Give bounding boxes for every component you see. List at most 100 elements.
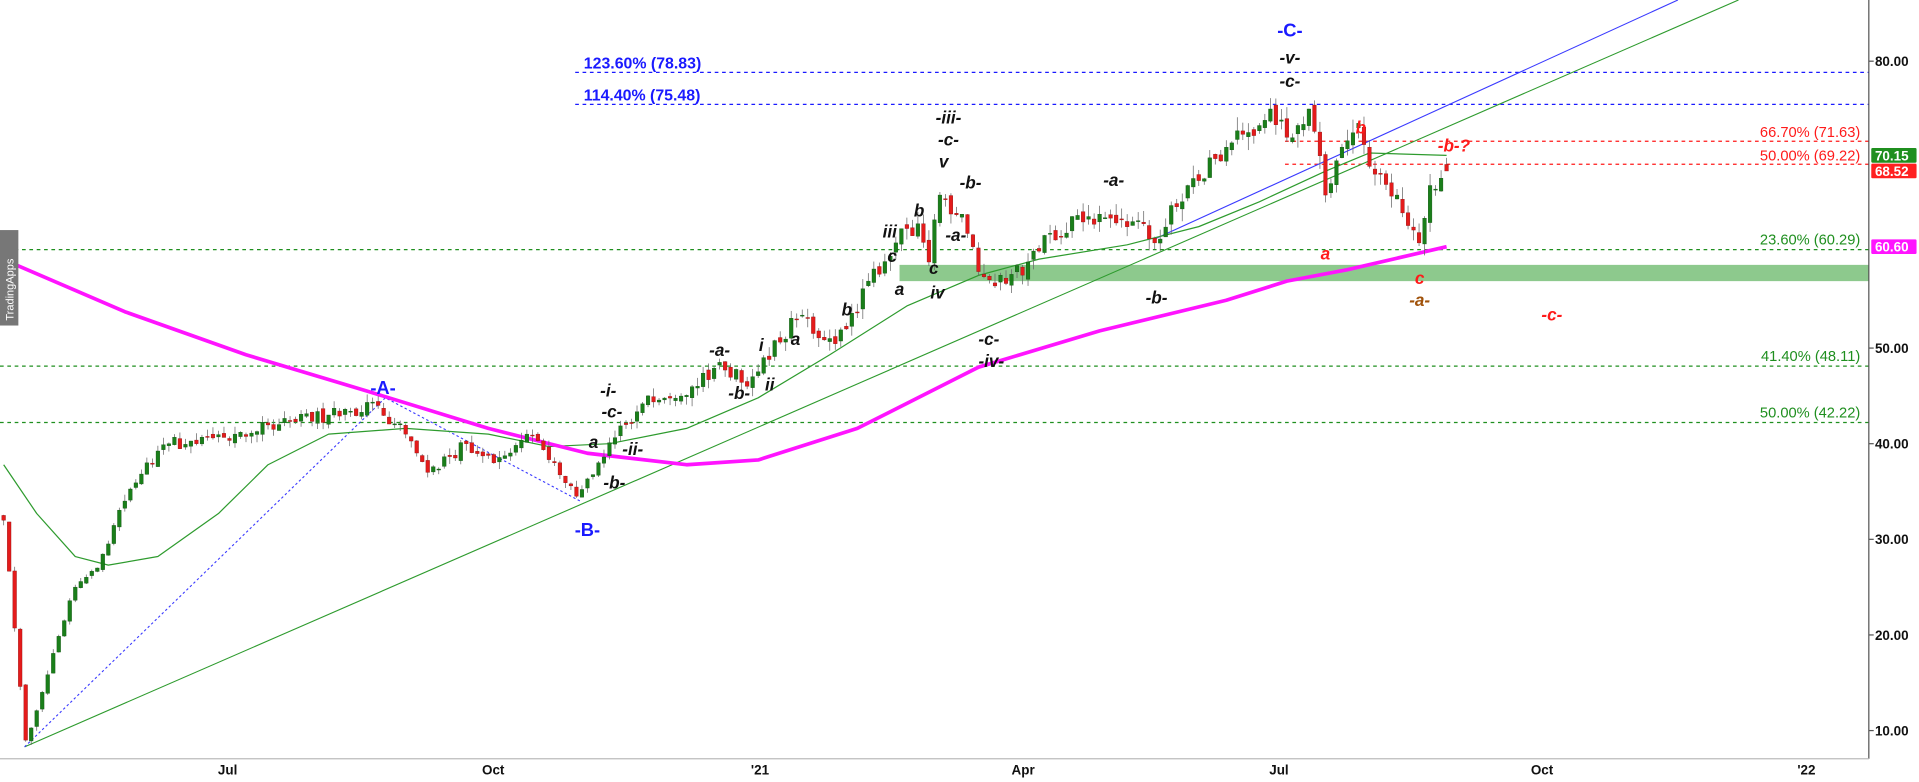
y-tick-label: 40.00 — [1875, 437, 1909, 452]
candle-body — [1059, 236, 1064, 238]
candle — [199, 434, 204, 447]
fib-label-41-4: 41.40% (48.11) — [1761, 349, 1860, 365]
candle-body — [673, 397, 678, 401]
candle-body — [199, 437, 204, 445]
candle — [111, 523, 116, 546]
candle-body — [1147, 225, 1152, 240]
candle — [893, 236, 898, 260]
candle-body — [95, 567, 100, 572]
candle — [1003, 270, 1009, 286]
candle — [607, 437, 612, 460]
candle — [1092, 213, 1097, 229]
candle-body — [205, 436, 210, 438]
candle — [117, 507, 122, 531]
y-tick-label: 80.00 — [1875, 54, 1909, 69]
candle-body — [596, 462, 601, 476]
candle-body — [166, 443, 171, 446]
trendline-c-wave-channel — [1154, 0, 1679, 240]
wave-label: -B- — [575, 519, 600, 540]
candle — [1433, 185, 1438, 196]
candle — [1042, 234, 1047, 255]
candle-body — [1207, 157, 1212, 178]
candle-body — [29, 727, 34, 742]
candle — [612, 430, 618, 449]
candle — [304, 409, 309, 418]
candle-body — [337, 410, 342, 417]
candle-body — [177, 438, 182, 449]
candle — [552, 457, 557, 466]
candle-body — [662, 397, 667, 401]
candle-body — [717, 362, 722, 366]
candle-body — [67, 600, 72, 622]
candle — [1130, 216, 1135, 226]
candle — [734, 368, 739, 382]
candle-body — [601, 456, 606, 464]
candle — [343, 407, 348, 421]
candle-body — [943, 198, 948, 200]
candle — [34, 709, 39, 731]
candle-body — [304, 413, 309, 417]
candle — [475, 445, 480, 457]
candle-body — [926, 239, 931, 263]
candle-body — [491, 454, 496, 464]
candle — [243, 432, 249, 443]
candle-body — [442, 456, 447, 467]
candle-body — [62, 620, 67, 637]
candle — [56, 634, 61, 653]
candle — [668, 392, 673, 406]
candle — [1428, 173, 1433, 232]
wave-label: -b- — [1146, 287, 1168, 307]
candle-body — [646, 395, 651, 406]
candle-body — [183, 444, 188, 448]
candle-body — [1158, 238, 1163, 244]
candle-body — [701, 373, 706, 387]
candle — [805, 308, 810, 328]
candle-body — [194, 439, 199, 444]
wave-label: a — [791, 329, 801, 349]
candle — [712, 366, 717, 382]
candle — [954, 206, 959, 217]
candle-body — [552, 461, 557, 464]
candle-body — [409, 436, 414, 442]
candle — [794, 313, 799, 328]
candle-body — [139, 473, 144, 485]
candle-body — [1268, 108, 1273, 122]
candle-body — [271, 424, 276, 430]
candle-body — [1372, 168, 1378, 175]
candle-body — [122, 500, 127, 509]
candle-body — [1191, 178, 1196, 188]
indicator-lines — [0, 0, 1739, 748]
candle — [1262, 113, 1267, 134]
fib-label-114-4: 114.40% (75.48) — [584, 87, 701, 104]
wave-labels: -A- -B- -C- -v- -c- -iii- -c- v -b- iii … — [370, 20, 1562, 540]
candle — [728, 363, 733, 381]
wave-label: iv — [930, 283, 946, 303]
wave-label: c — [887, 246, 897, 266]
candle — [783, 336, 788, 351]
candle-body — [579, 489, 584, 498]
candle-body — [73, 586, 78, 601]
candle-body — [1428, 185, 1433, 223]
candle-body — [959, 214, 964, 218]
candle — [1345, 129, 1350, 156]
candle — [1323, 151, 1328, 203]
candle — [992, 273, 998, 289]
candle-body — [739, 370, 744, 383]
candle-body — [1339, 147, 1344, 158]
candle-body — [860, 288, 865, 310]
candle — [1257, 123, 1262, 134]
candle-body — [629, 422, 634, 424]
candle-body — [354, 408, 359, 416]
wave-label: -c- — [601, 401, 622, 421]
x-tick-label: Apr — [1012, 763, 1036, 778]
watermark-text: TradingApps — [4, 258, 16, 320]
price-axis[interactable] — [1868, 0, 1919, 782]
candle-body — [618, 425, 623, 437]
candle-body — [1125, 221, 1130, 227]
candle — [745, 376, 750, 390]
candle-body — [216, 434, 221, 438]
candle-body — [1037, 248, 1042, 252]
candle — [299, 410, 304, 427]
candle-body — [508, 452, 513, 457]
wave-label: -ii- — [622, 439, 643, 459]
